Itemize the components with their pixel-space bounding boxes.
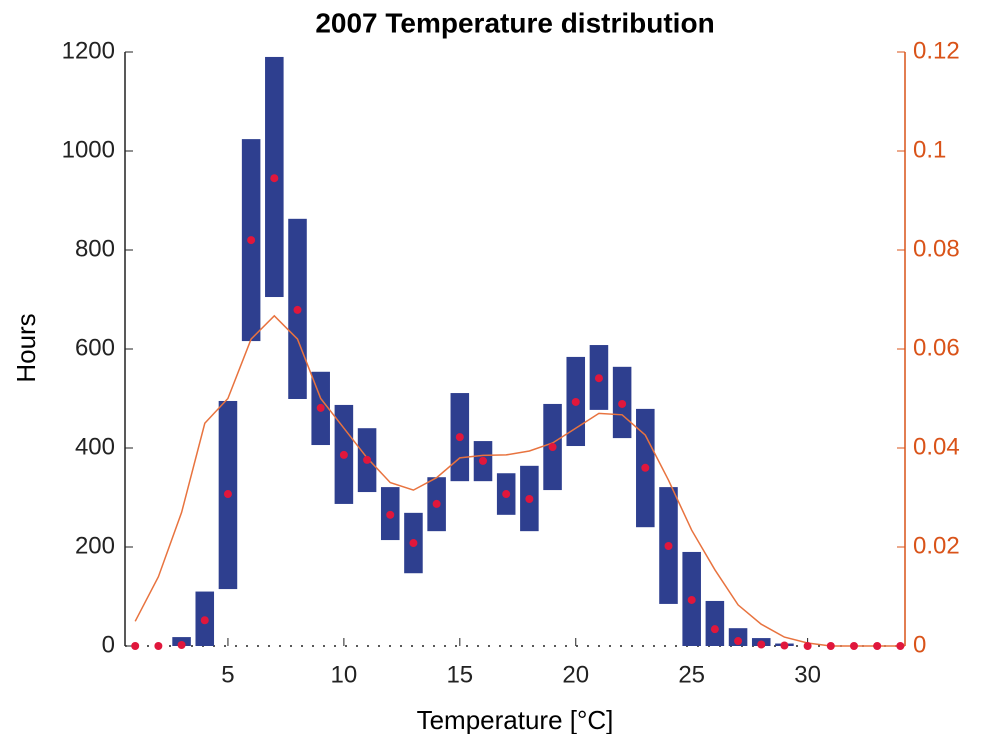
y2-tick-label: 0 — [913, 631, 926, 658]
dot — [293, 305, 302, 314]
y2-tick-label: 0.12 — [913, 37, 960, 64]
dot — [710, 625, 719, 634]
y-tick-label: 600 — [75, 334, 115, 361]
dot — [873, 642, 882, 650]
dot — [826, 642, 835, 650]
dot — [154, 642, 163, 650]
dot — [594, 374, 603, 383]
x-tick-label: 5 — [221, 661, 234, 688]
dot — [571, 397, 580, 406]
dot — [803, 642, 812, 650]
dot — [270, 174, 279, 183]
x-tick-label: 25 — [678, 661, 705, 688]
x-tick-label: 20 — [562, 661, 589, 688]
y-tick-label: 1200 — [62, 37, 115, 64]
dot — [502, 490, 511, 499]
dot — [316, 403, 325, 412]
dot — [641, 463, 650, 472]
dot — [432, 499, 441, 508]
y-tick-label: 200 — [75, 532, 115, 559]
y-tick-label: 0 — [102, 631, 115, 658]
dot — [386, 510, 395, 519]
dot — [548, 443, 557, 452]
dot — [363, 455, 372, 464]
x-axis-title: Temperature [°C] — [417, 705, 614, 734]
chart-title: 2007 Temperature distribution — [315, 7, 714, 38]
dot — [339, 450, 348, 459]
y-tick-label: 1000 — [62, 136, 115, 163]
density-line — [134, 314, 901, 647]
dot — [849, 642, 858, 650]
dot — [525, 494, 534, 503]
dot — [177, 641, 186, 650]
dot — [455, 433, 464, 442]
y-tick-label: 400 — [75, 433, 115, 460]
dot — [200, 616, 209, 625]
y-tick-label: 800 — [75, 235, 115, 262]
y2-tick-label: 0.04 — [913, 433, 960, 460]
y2-tick-label: 0.08 — [913, 235, 960, 262]
y2-tick-label: 0.02 — [913, 532, 960, 559]
range-box — [705, 600, 725, 646]
x-tick-label: 30 — [794, 661, 821, 688]
dot — [780, 641, 789, 650]
y2-tick-label: 0.1 — [913, 136, 946, 163]
dot — [664, 542, 673, 551]
dot — [223, 490, 232, 499]
y2-tick-label: 0.06 — [913, 334, 960, 361]
dot — [247, 236, 256, 245]
x-tick-label: 10 — [331, 661, 358, 688]
dot — [409, 539, 418, 548]
x-tick-label: 15 — [446, 661, 473, 688]
dot — [734, 637, 743, 646]
dot — [757, 640, 766, 649]
dot — [687, 595, 696, 604]
y-axis-title: Hours — [11, 313, 41, 382]
dot — [131, 642, 140, 650]
dot — [618, 399, 627, 408]
dot — [896, 642, 905, 650]
dot — [479, 456, 488, 465]
